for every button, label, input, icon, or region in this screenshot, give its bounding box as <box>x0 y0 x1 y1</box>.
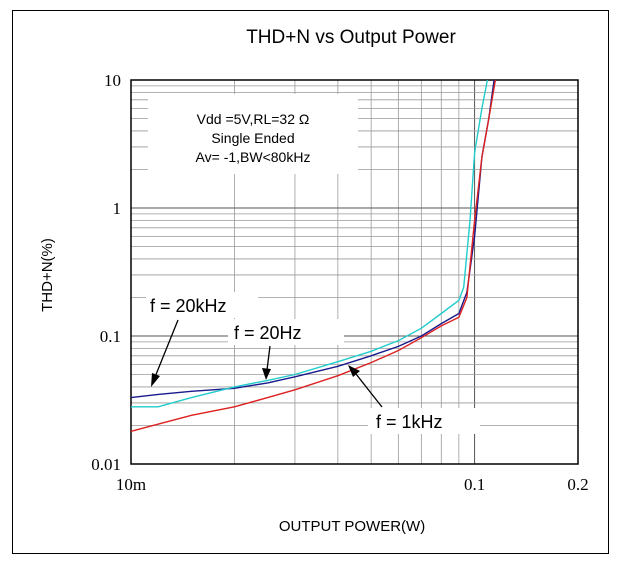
conditions-line-3: Av= -1,BW<80kHz <box>196 149 311 165</box>
annotation-1khz-bg <box>368 408 480 434</box>
y-tick-label: 0.01 <box>91 455 121 474</box>
x-tick-label: 0.1 <box>464 475 485 494</box>
conditions-line-1: Vdd =5V,RL=32 Ω <box>197 111 310 127</box>
arrow-20khz-head <box>151 373 160 387</box>
plot-border <box>130 79 579 465</box>
annotation-20hz: f = 20Hz <box>234 323 302 343</box>
annotation-1khz: f = 1kHz <box>376 412 443 432</box>
conditions-box <box>148 94 358 174</box>
grid <box>131 80 578 464</box>
arrow-20hz-line <box>266 345 271 371</box>
series-line-f-20khz <box>130 79 495 399</box>
chart-title: THD+N vs Output Power <box>246 27 456 48</box>
x-tick-labels: 10m 0.1 0.2 <box>116 475 589 494</box>
arrow-1khz-head <box>348 365 360 377</box>
series-layer <box>130 79 497 432</box>
annotation-20hz-bg <box>228 319 344 345</box>
x-axis-label: OUTPUT POWER(W) <box>279 518 425 535</box>
y-tick-labels: 0.01 0.1 1 10 <box>91 71 121 474</box>
series-line-f-20hz <box>131 79 489 408</box>
y-tick-label: 1 <box>113 199 122 218</box>
series-line-f-1khz <box>130 79 497 432</box>
conditions-line-2: Single Ended <box>211 130 294 146</box>
annotation-20khz-bg <box>146 292 258 318</box>
annotation-20khz: f = 20kHz <box>150 296 227 316</box>
arrow-20khz-line <box>154 319 179 378</box>
x-tick-label: 0.2 <box>567 475 588 494</box>
y-tick-label: 0.1 <box>100 327 121 346</box>
arrow-1khz-line <box>355 373 383 408</box>
y-axis-label: THD+N(%) <box>39 238 56 312</box>
x-tick-label: 10m <box>116 475 146 494</box>
arrow-20hz-head <box>262 368 271 380</box>
y-tick-label: 10 <box>104 71 121 90</box>
